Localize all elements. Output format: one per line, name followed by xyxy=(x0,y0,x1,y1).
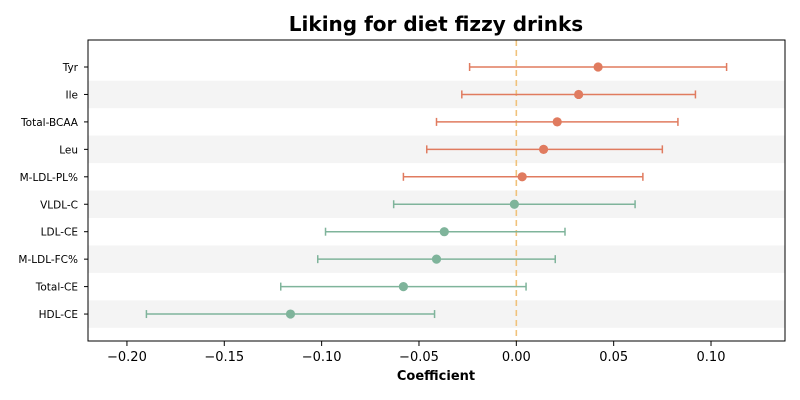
y-tick-label: Total-CE xyxy=(35,282,78,294)
y-tick-label: Tyr xyxy=(62,62,79,74)
estimate-row xyxy=(461,89,697,100)
y-tick-label: M-LDL-FC% xyxy=(18,254,78,266)
x-axis-label: Coefficient xyxy=(397,369,475,384)
y-tick-label: M-LDL-PL% xyxy=(20,172,78,184)
x-tick-label: −0.10 xyxy=(302,350,342,365)
axes-frame xyxy=(87,39,786,342)
estimate-row xyxy=(316,254,557,264)
estimate-row xyxy=(324,227,566,237)
estimate-row xyxy=(468,62,728,72)
chart-title: Liking for diet fizzy drinks xyxy=(289,12,583,36)
x-tick-label: 0.00 xyxy=(502,350,531,365)
point-estimate xyxy=(574,89,584,100)
point-estimate xyxy=(552,117,562,127)
y-tick-label: Total-BCAA xyxy=(20,117,79,129)
x-tick-label: 0.10 xyxy=(697,350,726,365)
point-estimate xyxy=(509,199,519,209)
point-estimate xyxy=(285,309,296,319)
y-tick-label: Ile xyxy=(66,89,78,101)
point-estimate xyxy=(593,62,603,72)
point-estimate xyxy=(431,254,442,264)
estimate-row xyxy=(145,309,436,319)
x-tick-label: −0.05 xyxy=(399,350,439,365)
point-estimate xyxy=(517,172,527,182)
plot-area: Tyr Ile Total-BCAA Leu M-LDL-PL% VLDL-C LDL-CE… xyxy=(18,39,786,365)
y-tick-label: LDL-CE xyxy=(41,227,78,239)
y-tick-label: HDL-CE xyxy=(39,309,78,321)
x-tick-label: 0.05 xyxy=(599,350,628,365)
point-estimate xyxy=(398,282,409,292)
estimate-row xyxy=(435,117,679,127)
estimate-row xyxy=(279,282,527,292)
estimate-row xyxy=(392,199,636,209)
estimate-row xyxy=(402,172,644,182)
y-tick-label: Leu xyxy=(59,144,78,156)
x-tick-label: −0.15 xyxy=(204,350,244,365)
estimate-row xyxy=(426,144,664,154)
x-tick-label: −0.20 xyxy=(107,350,147,365)
y-tick-label: VLDL-C xyxy=(40,199,78,211)
point-estimate xyxy=(439,227,449,237)
point-estimate xyxy=(538,144,549,154)
